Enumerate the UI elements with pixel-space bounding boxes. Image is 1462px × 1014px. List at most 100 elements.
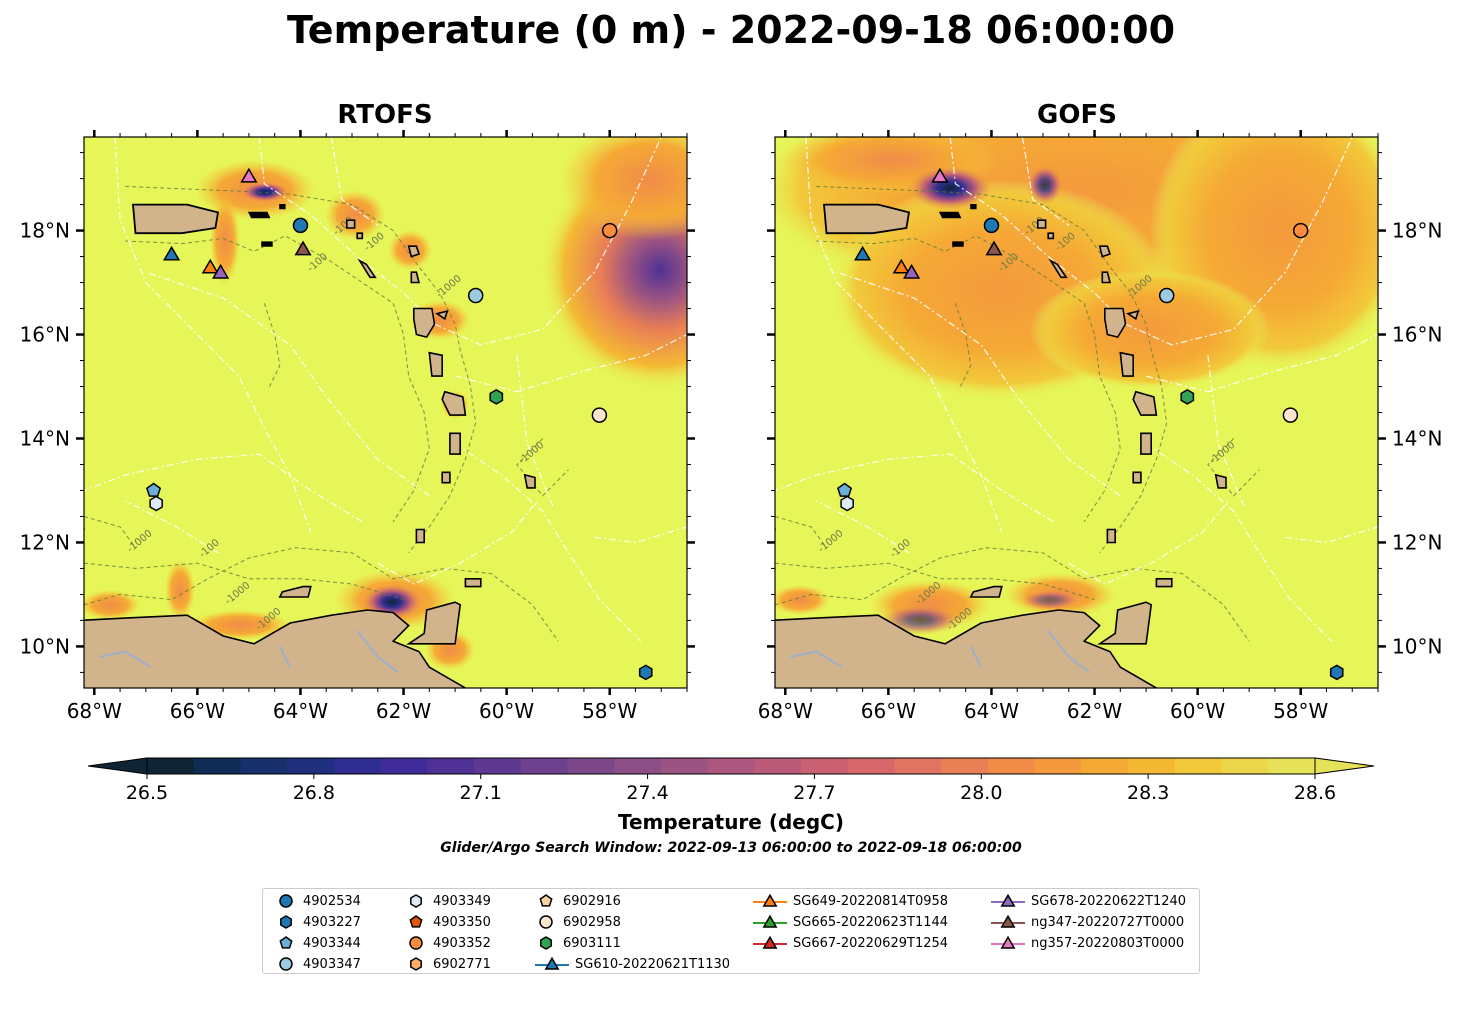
lesser-antilles-island <box>1132 390 1158 416</box>
lesser-antilles-island <box>1106 528 1116 544</box>
boundary-line <box>114 137 312 533</box>
boundary-line <box>1125 137 1353 346</box>
boundary-line <box>330 137 379 226</box>
legend-label: 4902534 <box>303 893 361 909</box>
marker-SG678-20220622T1240 <box>211 263 230 279</box>
legend-marker-hexagon-icon <box>540 936 552 950</box>
legend-item-6903111: 6903111 <box>535 933 621 953</box>
colorbar-segment <box>380 758 428 774</box>
isobath-line <box>775 516 827 548</box>
legend-item-6902916: 6902916 <box>535 891 621 911</box>
lesser-antilles-island <box>464 578 482 588</box>
lesser-antilles-island <box>441 390 467 416</box>
x-tick-label: 62°W <box>1067 699 1122 723</box>
legend-symbol <box>539 915 553 929</box>
y-tick-label: 12°N <box>1392 530 1442 554</box>
marker-SG610-20220621T1130 <box>162 245 181 261</box>
legend-marker-hexagon-icon <box>280 915 292 929</box>
marker-6903111 <box>1180 389 1195 405</box>
legend-item-SG649-20220814T0958: SG649-20220814T0958 <box>753 891 948 911</box>
figure-title: Temperature (0 m) - 2022-09-18 06:00:00 <box>286 8 1176 52</box>
marker-6902958 <box>591 407 608 423</box>
boundary-line <box>949 137 1126 325</box>
gofs-axes: 68°W 66°W 64°W 62°W 60°W 58°W 10°N 12°N 14°N 16°N… <box>758 130 1442 723</box>
marker-SG610-20220621T1130 <box>853 245 872 261</box>
legend-label: 4903344 <box>303 935 361 951</box>
legend-marker-pentagon-icon <box>539 894 553 907</box>
legend-item-SG610-20220621T1130: SG610-20220621T1130 <box>535 954 730 974</box>
lesser-antilles-island <box>428 351 443 377</box>
lesser-antilles-island <box>441 471 451 484</box>
x-tick-label: 58°W <box>1273 699 1328 723</box>
lesser-antilles-island <box>1037 219 1047 229</box>
virgin-islands-land <box>247 211 271 219</box>
marker-ng347-20220727T0000 <box>985 240 1003 256</box>
legend-symbol <box>410 957 422 971</box>
marker-SG678-20220622T1240 <box>902 263 921 279</box>
rtofs-panel-title: RTOFS <box>337 100 433 130</box>
colorbar-segment <box>987 758 1036 774</box>
legend-symbol <box>409 915 423 928</box>
legend-marker-triangle-icon <box>753 914 787 928</box>
river-line <box>278 645 292 668</box>
legend-label: 6902958 <box>563 914 621 930</box>
lesser-antilles-island <box>1132 471 1142 484</box>
lesser-antilles-island <box>415 528 425 544</box>
colorbar-tick-label: 27.4 <box>626 782 668 804</box>
colorbar-segment <box>614 758 662 774</box>
lesser-antilles-island <box>346 219 356 229</box>
lesser-antilles-island <box>1097 601 1153 645</box>
colorbar-label: Temperature (degC) <box>618 810 844 834</box>
marker-4903347 <box>1158 287 1175 304</box>
boundary-line <box>145 271 430 497</box>
legend-marker-circle-icon <box>279 894 293 908</box>
colorbar-segment <box>1081 758 1129 774</box>
marker-4902534 <box>983 217 1000 234</box>
y-tick-label: 18°N <box>20 219 70 243</box>
legend-symbol <box>1000 914 1016 928</box>
legend-marker-pentagon-icon <box>409 915 423 928</box>
x-tick-label: 66°W <box>861 699 916 723</box>
river-line <box>356 630 400 674</box>
legend-marker-hexagon-icon <box>410 894 422 908</box>
legend-item-4902534: 4902534 <box>275 891 361 911</box>
colorbar-segment <box>474 758 522 774</box>
legend-item-SG665-20220623T1144: SG665-20220623T1144 <box>753 912 948 932</box>
boundary-line <box>454 443 642 642</box>
rtofs-axes: 68°W 66°W 64°W 62°W 60°W 58°W 10°N 12°N 14°N 16°N… <box>20 130 695 723</box>
legend-symbol <box>544 956 560 970</box>
colorbar-segment <box>1221 758 1269 774</box>
boundary-line <box>775 453 1054 523</box>
marker-6902958 <box>1282 407 1299 423</box>
y-tick-label: 14°N <box>1392 426 1442 450</box>
legend-item-4903349: 4903349 <box>405 891 491 911</box>
legend-item-ng357-20220803T0000: ng357-20220803T0000 <box>991 933 1184 953</box>
river-line <box>969 645 983 668</box>
isobath-line <box>84 516 136 548</box>
virgin-islands-land <box>938 211 962 219</box>
x-tick-label: 68°W <box>67 699 122 723</box>
colorbar-segment <box>147 758 195 774</box>
marker-4903352 <box>601 222 618 239</box>
gofs-anomalies <box>775 137 1378 635</box>
colorbar-segment <box>847 758 896 774</box>
colorbar-tick-label: 27.1 <box>460 782 502 804</box>
legend-label: SG678-20220622T1240 <box>1031 893 1187 909</box>
legend-symbol <box>280 915 292 929</box>
colorbar-segment <box>567 758 615 774</box>
rtofs-platform-markers <box>146 167 653 681</box>
virgin-islands-land <box>279 204 286 210</box>
legend-symbol <box>1000 935 1016 949</box>
boundary-line <box>124 500 219 554</box>
boundary-line <box>594 526 687 544</box>
x-tick-label: 60°W <box>1170 699 1225 723</box>
boundary-line <box>815 500 910 554</box>
colorbar-tick-label: 26.5 <box>126 782 168 804</box>
y-tick-label: 10°N <box>20 634 70 658</box>
legend-symbol <box>762 893 778 907</box>
legend-marker-triangle-icon <box>753 935 787 949</box>
isobath-line <box>84 547 559 642</box>
colorbar-segment <box>754 758 802 774</box>
y-tick-label: 14°N <box>20 426 70 450</box>
legend-label: 4903352 <box>433 935 491 951</box>
